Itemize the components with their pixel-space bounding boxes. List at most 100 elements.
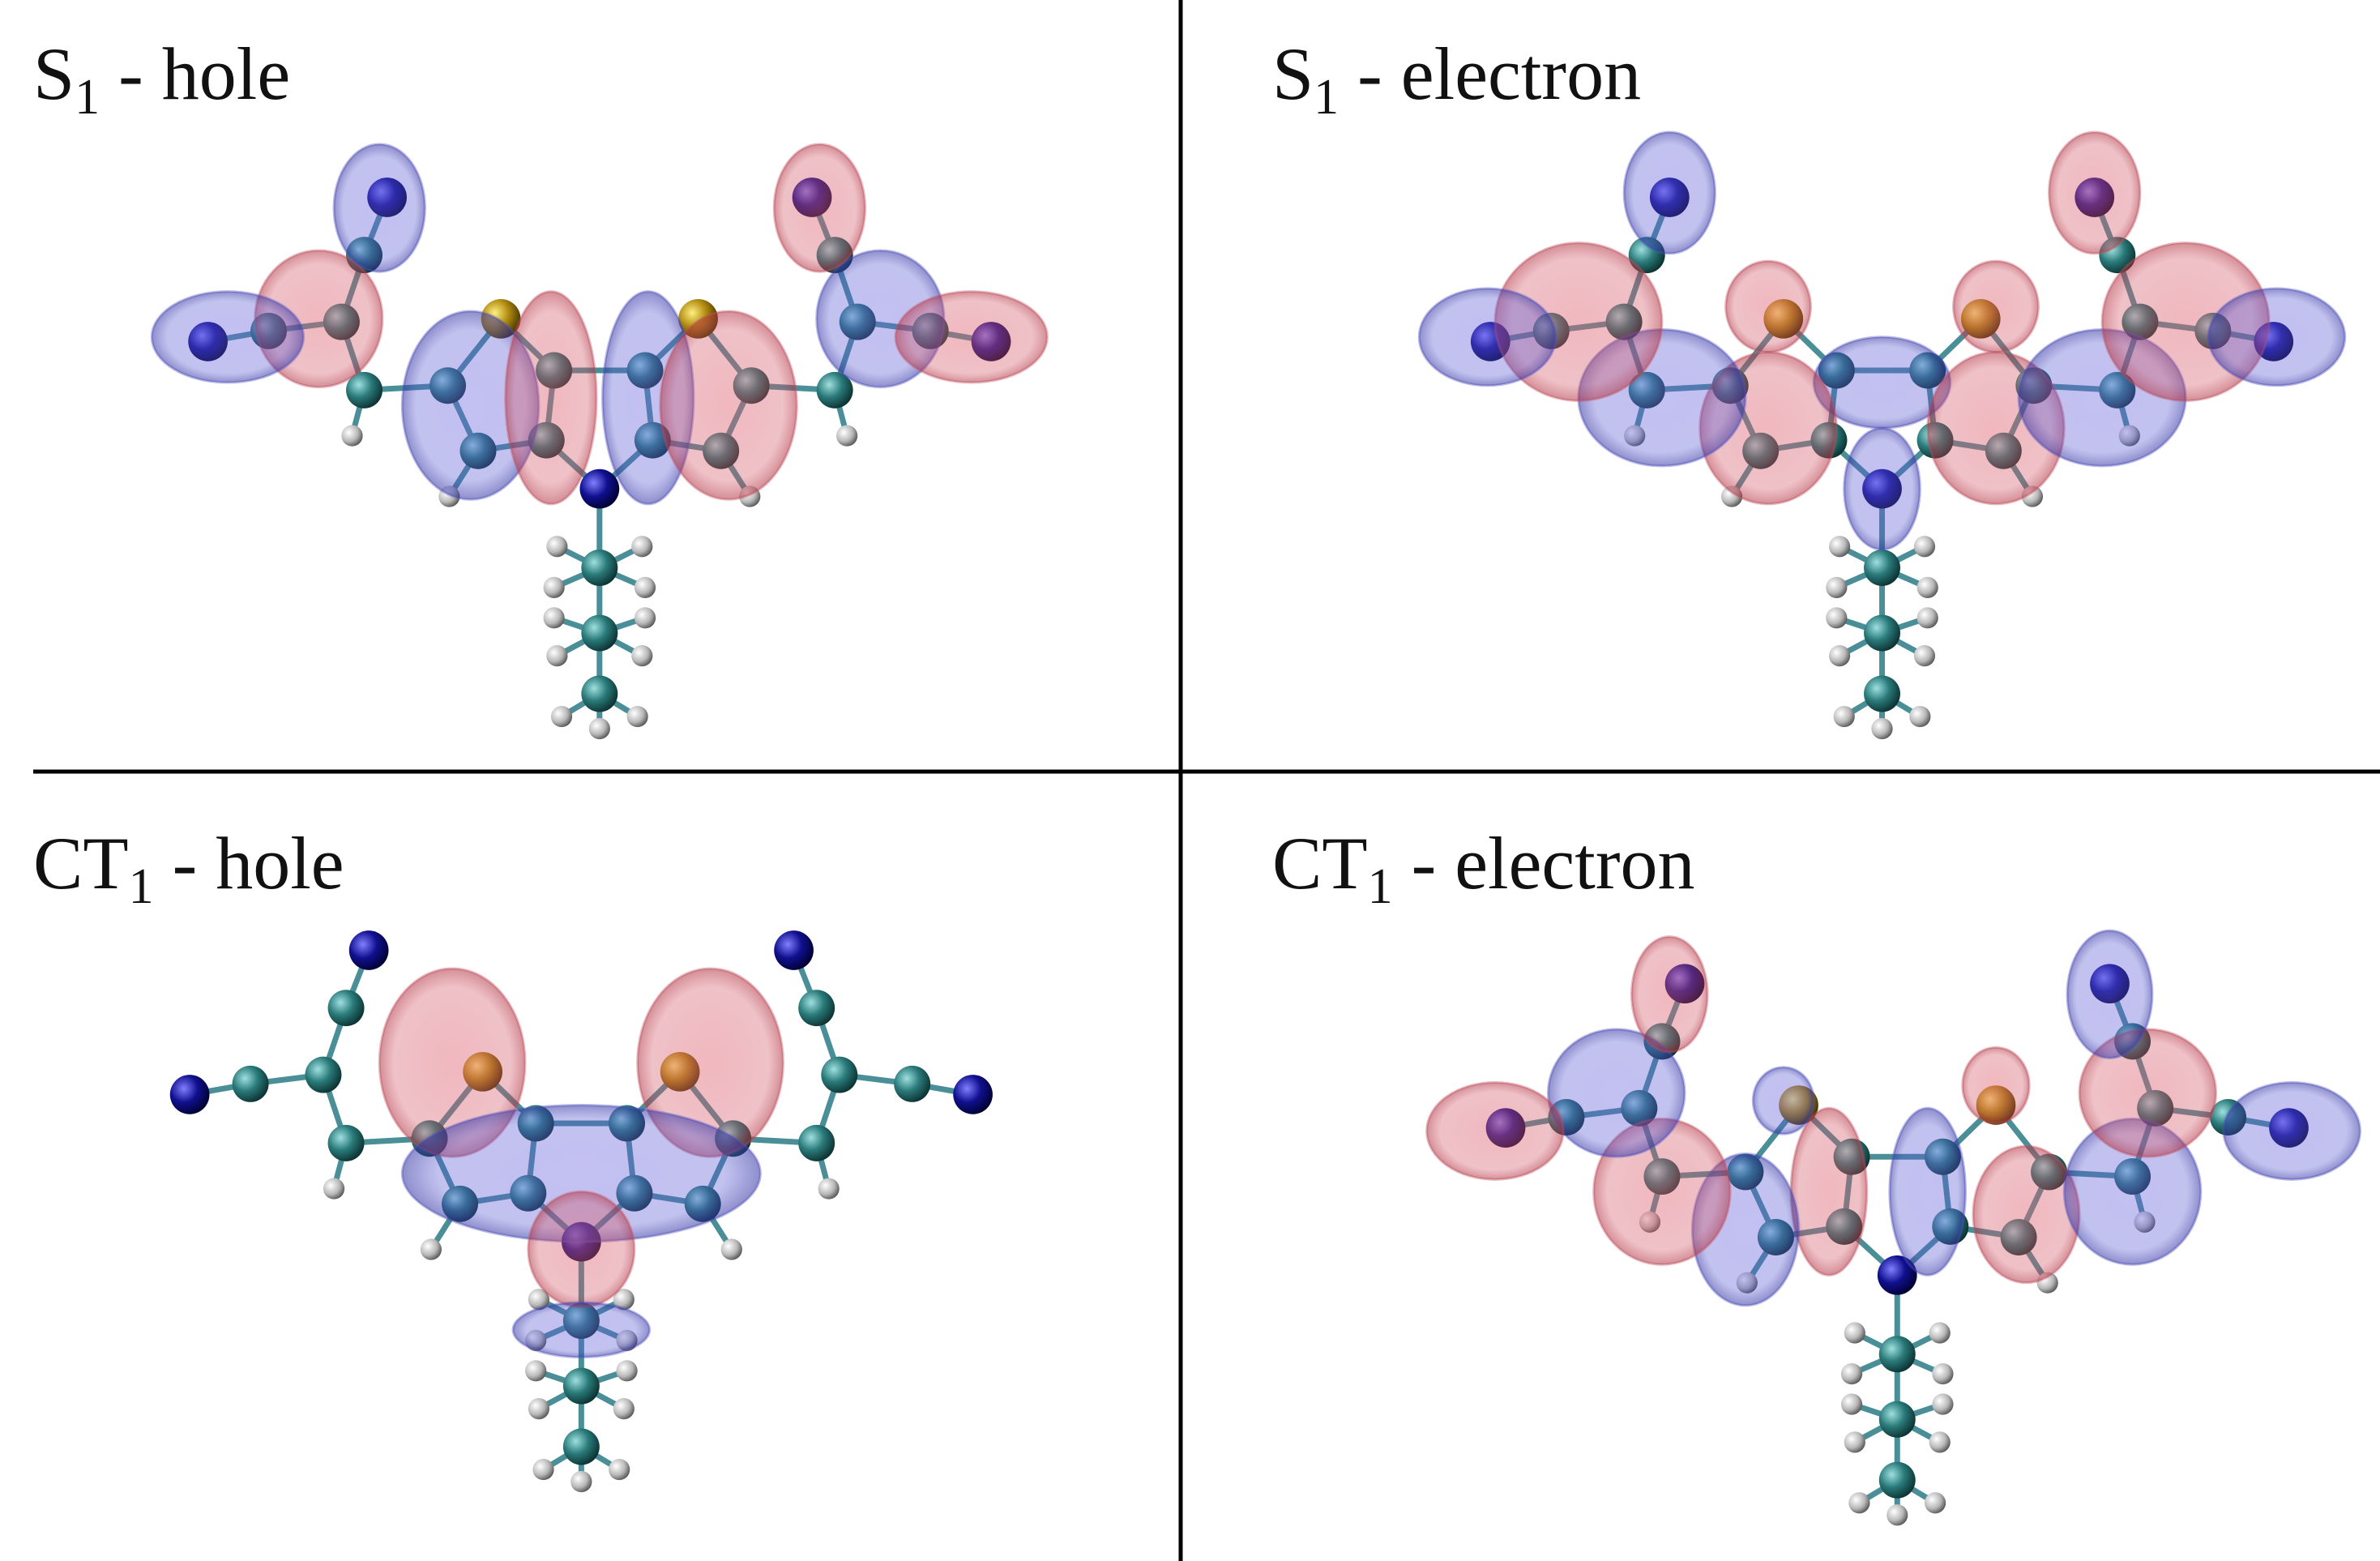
atom: [579, 469, 619, 509]
label-sub: 1: [129, 859, 154, 914]
atom: [581, 675, 617, 712]
atom: [1829, 536, 1850, 557]
orbital-lobe: [152, 292, 303, 383]
atom: [1929, 1322, 1951, 1343]
label-main: S: [33, 32, 75, 115]
atom: [721, 1238, 742, 1259]
label-rest: - hole: [100, 32, 290, 115]
atom: [1879, 1462, 1916, 1499]
atom: [328, 990, 365, 1026]
atom: [1909, 706, 1930, 727]
label-main: CT: [1272, 822, 1368, 905]
atom: [1914, 536, 1935, 557]
atom: [1929, 1431, 1951, 1452]
atom: [1886, 1504, 1908, 1525]
orbital-lobe: [774, 144, 865, 272]
page: {"panels": [ {"main": "S", "sub": "1", "…: [0, 0, 2380, 1561]
orbital-lobe: [2208, 289, 2345, 386]
orbital-lobe: [2067, 930, 2152, 1058]
atom: [953, 1075, 993, 1114]
atom: [532, 1459, 553, 1480]
atom: [1932, 1363, 1953, 1384]
atom: [631, 645, 652, 666]
atom: [836, 425, 857, 446]
molecule: [1427, 930, 2361, 1525]
atom: [581, 550, 617, 586]
orbital-lobe: [1963, 1047, 2029, 1123]
atom: [1932, 1393, 1953, 1414]
orbital-lobe: [1419, 289, 1556, 386]
atom: [635, 577, 656, 598]
atom: [627, 706, 648, 727]
panel-label: S1 - hole: [33, 32, 290, 125]
label-sub: 1: [1314, 70, 1339, 125]
atom: [1826, 577, 1847, 598]
label-main: S: [1272, 32, 1314, 115]
orbital-lobe: [2049, 132, 2140, 254]
label-rest: - electron: [1393, 822, 1695, 905]
label-sub: 1: [75, 70, 100, 125]
label-rest: - electron: [1339, 32, 1641, 115]
atom: [821, 1057, 857, 1093]
orbital-lobe: [1631, 937, 1707, 1052]
atom: [544, 577, 565, 598]
label-rest: - hole: [154, 822, 344, 905]
atom: [341, 425, 362, 446]
atom: [546, 645, 567, 666]
orbital-lobe: [1890, 1108, 1966, 1275]
atom: [1844, 1431, 1865, 1452]
atom: [798, 990, 835, 1026]
atom: [1848, 1492, 1869, 1513]
atom: [1841, 1393, 1862, 1414]
orbital-lobe: [528, 1191, 635, 1307]
atom: [774, 930, 814, 970]
atom: [609, 1459, 630, 1480]
orbital-lobe: [1973, 1146, 2079, 1283]
atom: [1879, 1336, 1916, 1372]
figure: S1 - holeS1 - electronCT1 - holeCT1 - el…: [0, 0, 2380, 1561]
atom: [581, 615, 617, 652]
panel-label: S1 - electron: [1272, 32, 1641, 125]
atom: [1829, 645, 1850, 666]
orbital-lobe: [506, 292, 596, 504]
atom: [1826, 607, 1847, 628]
atom: [798, 1125, 835, 1161]
atom: [818, 1178, 840, 1199]
atom: [1914, 645, 1935, 666]
atom: [328, 1125, 365, 1161]
orbital-lobe: [1427, 1082, 1564, 1179]
panel-label: CT1 - electron: [1272, 822, 1694, 914]
atom: [1841, 1363, 1862, 1384]
orbital-lobe: [1624, 132, 1715, 254]
atom: [1925, 1492, 1946, 1513]
atom: [544, 607, 565, 628]
atom: [1864, 550, 1900, 586]
panel-label: CT1 - hole: [33, 822, 344, 914]
atom: [525, 1360, 546, 1381]
orbital-lobe: [1844, 428, 1921, 550]
atom: [1864, 615, 1900, 652]
atom: [421, 1238, 442, 1259]
atom: [1834, 706, 1855, 727]
orbital-lobe: [1954, 261, 2039, 352]
molecule: [170, 930, 993, 1492]
atom: [233, 1066, 269, 1102]
atom: [323, 1178, 344, 1199]
orbital-lobe: [334, 144, 425, 272]
atom: [1879, 1401, 1916, 1438]
orbital-lobe: [895, 292, 1047, 383]
atom: [305, 1057, 341, 1093]
molecule: [1419, 132, 2345, 739]
atom: [894, 1066, 930, 1102]
atom: [563, 1428, 600, 1465]
label-main: CT: [33, 822, 129, 905]
atom: [570, 1471, 592, 1492]
atom: [170, 1075, 210, 1114]
atom: [528, 1398, 549, 1419]
atom: [1864, 675, 1900, 712]
atom: [613, 1398, 635, 1419]
orbital-lobe: [1791, 1108, 1867, 1275]
label-sub: 1: [1368, 859, 1393, 914]
atom: [563, 1368, 600, 1405]
orbital-lobe: [513, 1302, 650, 1357]
